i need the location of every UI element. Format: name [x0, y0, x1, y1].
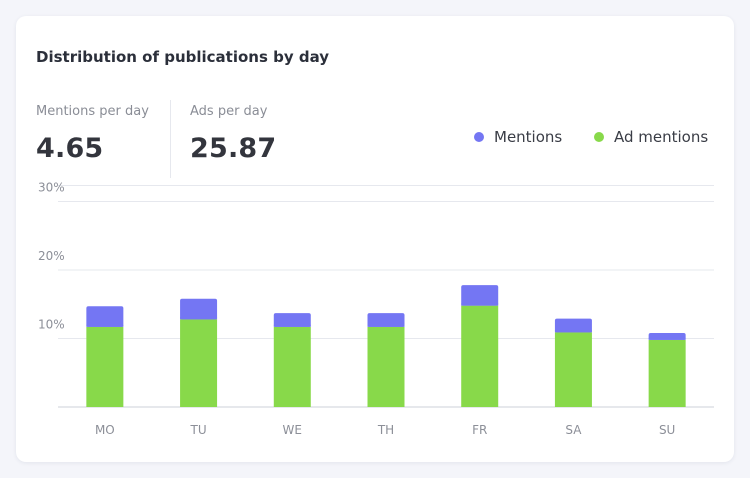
bar-mentions-joint-mo — [86, 324, 124, 327]
ads-per-day-value: 25.87 — [190, 133, 277, 164]
x-tick-label-mo: MO — [95, 423, 115, 437]
legend-label-ad-mentions: Ad mentions — [614, 128, 709, 146]
y-tick-label: 30% — [38, 181, 65, 195]
bar-ad-mentions-su — [648, 339, 686, 407]
bar-mentions-joint-fr — [461, 303, 499, 306]
ads-per-day-label: Ads per day — [190, 104, 268, 119]
legend-item-ad-mentions[interactable]: Ad mentions — [594, 128, 708, 146]
mentions-per-day-label: Mentions per day — [36, 104, 149, 119]
mentions-legend-dot-icon — [474, 132, 484, 142]
bar-mentions-joint-sa — [554, 330, 592, 333]
legend-item-mentions[interactable]: Mentions — [474, 128, 562, 146]
y-tick-label: 20% — [38, 249, 65, 263]
bar-ad-mentions-sa — [554, 332, 592, 407]
y-tick-label: 10% — [38, 318, 65, 332]
mentions-per-day-metric: Mentions per day 4.65 — [36, 104, 149, 164]
bar-ad-mentions-fr — [461, 305, 499, 407]
ad-mentions-legend-dot-icon — [594, 132, 604, 142]
x-tick-label-tu: TU — [190, 423, 207, 437]
x-tick-label-fr: FR — [472, 423, 487, 437]
chart-card: Distribution of publications by day Ment… — [16, 16, 734, 462]
bar-mentions-joint-th — [367, 324, 405, 327]
x-tick-label-su: SU — [659, 423, 675, 437]
x-tick-label-sa: SA — [565, 423, 582, 437]
bar-ad-mentions-we — [273, 326, 311, 407]
bar-ad-mentions-tu — [180, 319, 218, 407]
bar-mentions-tu — [180, 298, 218, 320]
ads-per-day-metric: Ads per day 25.87 — [190, 104, 276, 164]
bar-mentions-we — [273, 313, 311, 327]
bar-mentions-mo — [86, 306, 124, 327]
bar-mentions-fr — [461, 285, 499, 306]
bar-mentions-sa — [554, 318, 592, 333]
bar-mentions-joint-tu — [180, 317, 218, 320]
bar-ad-mentions-mo — [86, 326, 124, 407]
legend-label-mentions: Mentions — [494, 128, 563, 146]
x-tick-label-th: TH — [377, 423, 394, 437]
stacked-bar-chart: 10% 20% 30% MO TU WE TH FR SA SU — [38, 181, 714, 437]
x-tick-label-we: WE — [283, 423, 302, 437]
bar-ad-mentions-th — [367, 326, 405, 407]
mentions-per-day-value: 4.65 — [36, 133, 104, 164]
chart-title: Distribution of publications by day — [36, 48, 330, 66]
metric-divider — [170, 100, 171, 178]
bar-mentions-joint-su — [648, 337, 686, 340]
bar-mentions-joint-we — [273, 324, 311, 327]
bar-mentions-th — [367, 313, 405, 327]
